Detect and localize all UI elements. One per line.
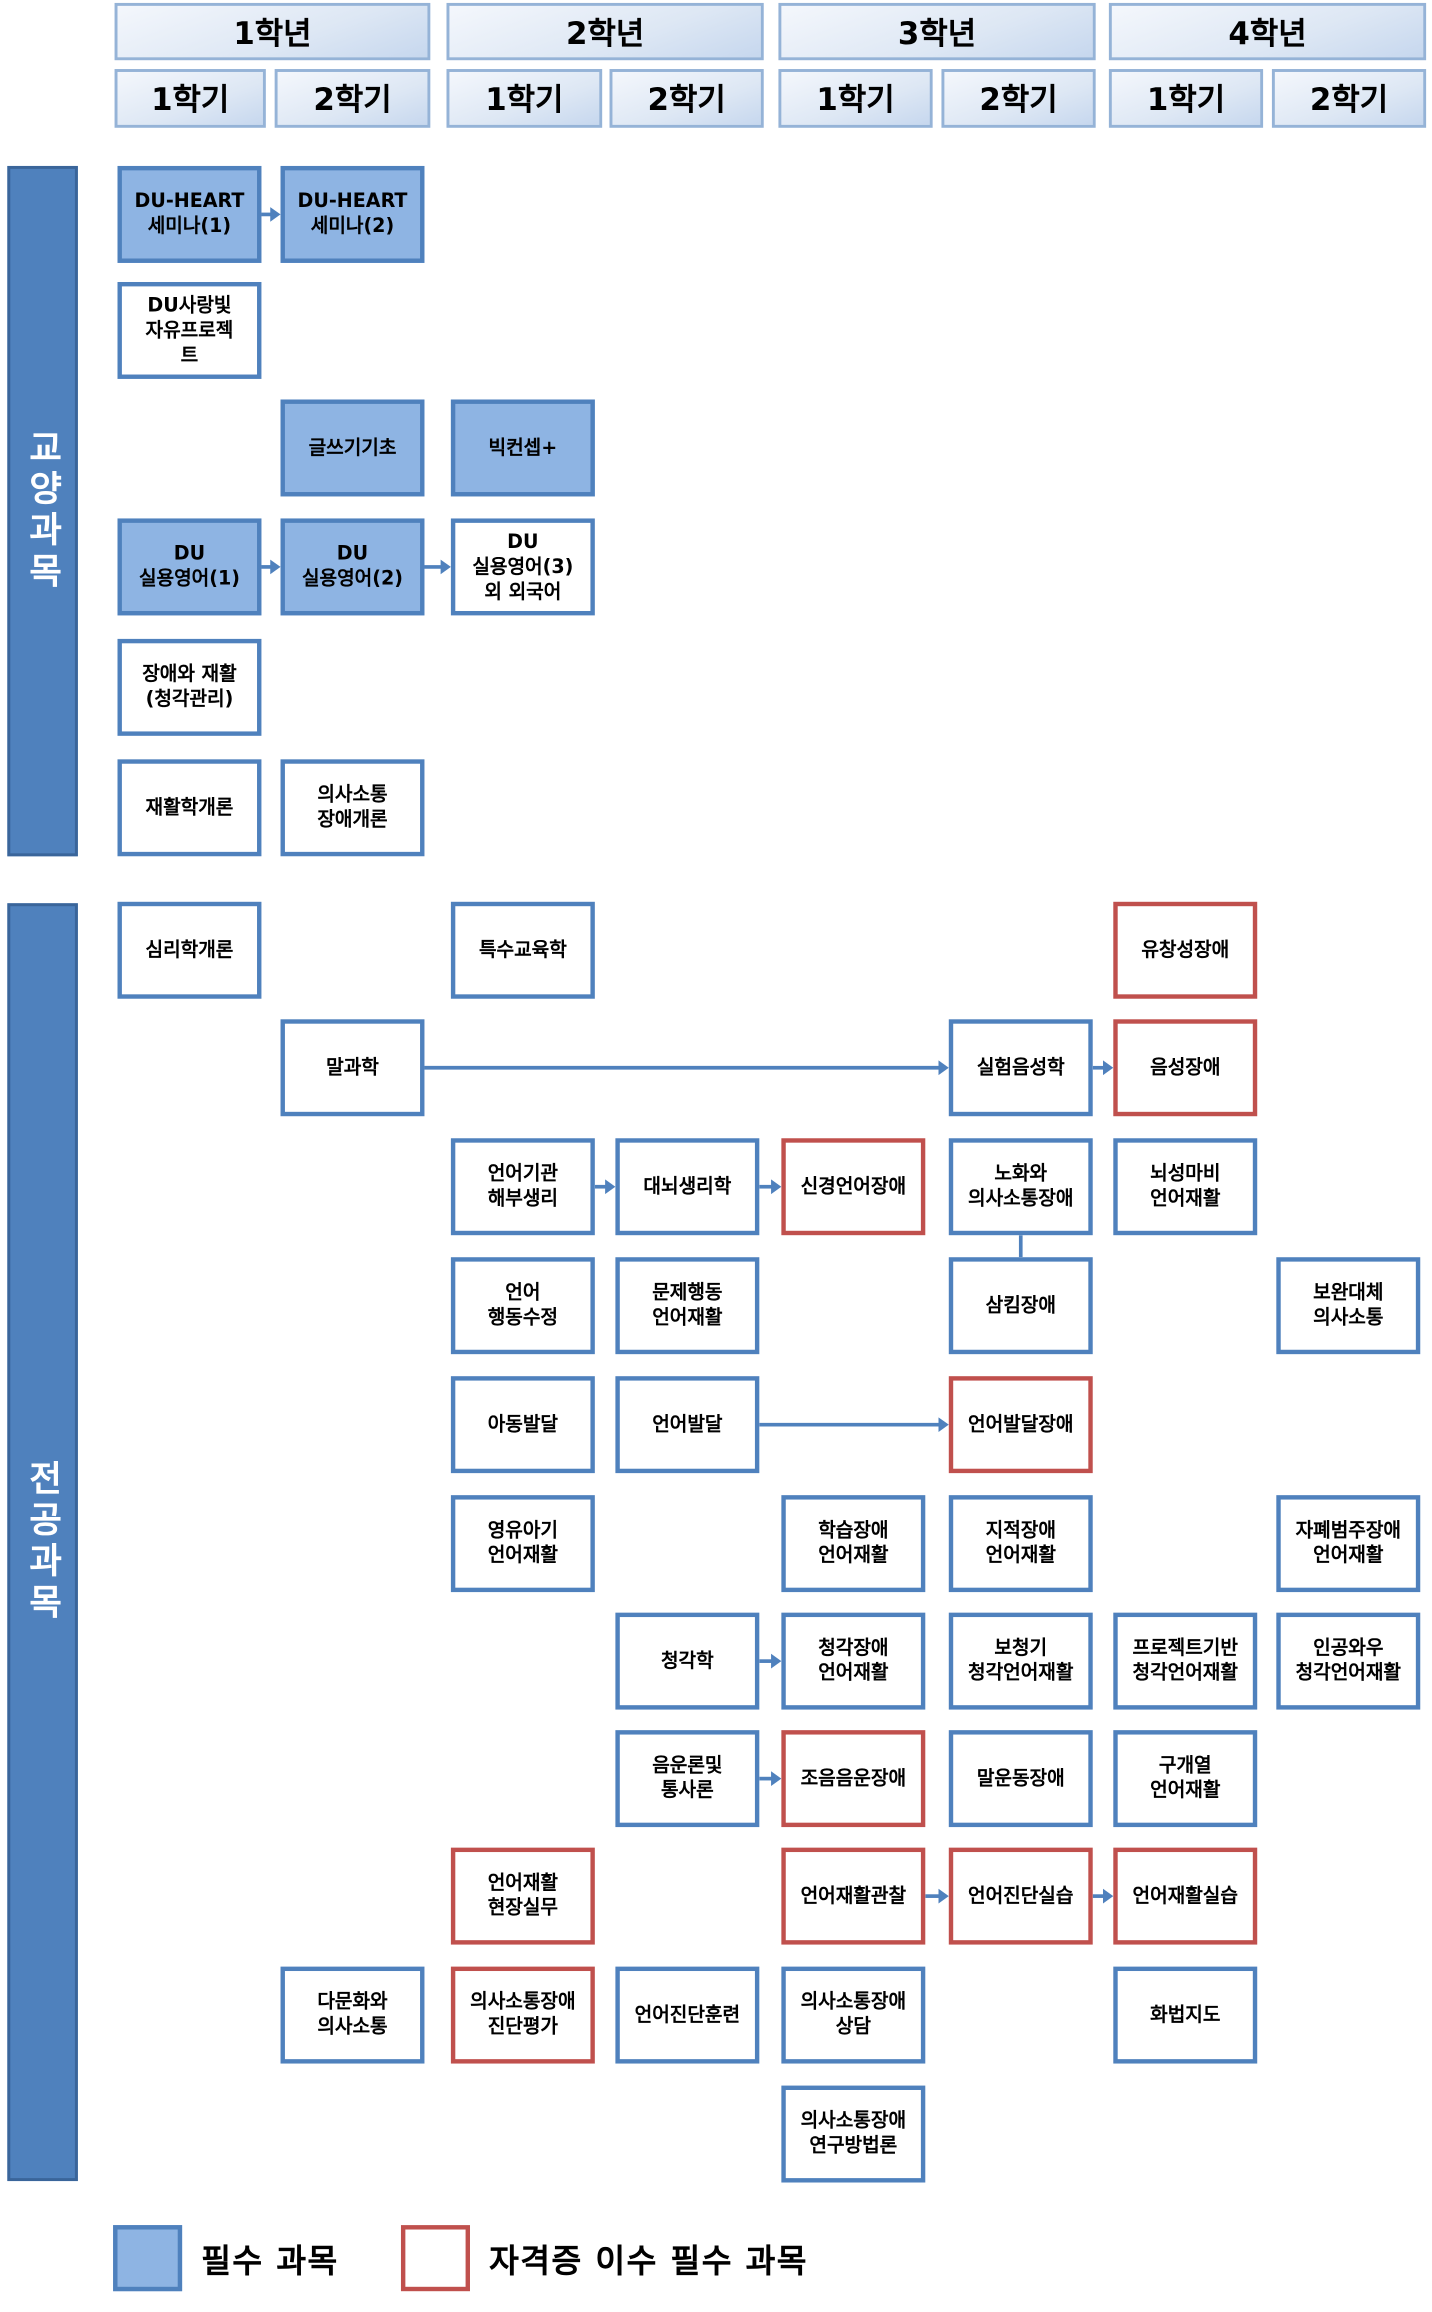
course-box: 특수교육학: [450, 901, 595, 999]
course-box: 언어 행동수정: [450, 1257, 595, 1355]
arrowhead-icon: [270, 207, 281, 222]
course-box: 언어발달장애: [948, 1376, 1093, 1474]
course-box: 재활학개론: [117, 759, 262, 857]
course-box: 영유아기 언어재활: [450, 1495, 595, 1593]
course-box: 프로젝트기반 청각언어재활: [1113, 1612, 1258, 1710]
semester-header: 2학기: [274, 69, 431, 128]
course-box: DU 실용영어(3) 외 외국어: [450, 518, 595, 616]
course-box: 의사소통장애 상담: [781, 1966, 926, 2064]
course-box: DU-HEART 세미나(1): [117, 165, 262, 263]
course-box: 심리학개론: [117, 901, 262, 999]
course-box: 말과학: [280, 1019, 425, 1117]
legend-certificate-label: 자격증 이수 필수 과목: [489, 2244, 809, 2281]
course-box: 언어재활실습: [1113, 1847, 1258, 1945]
category-major: 전공과목: [7, 903, 78, 2182]
course-box: 구개열 언어재활: [1113, 1730, 1258, 1828]
course-box: 글쓰기기초: [280, 399, 425, 497]
course-box: 의사소통장애 진단평가: [450, 1966, 595, 2064]
course-box: 의사소통장애 연구방법론: [781, 2085, 926, 2183]
legend-certificate-swatch: [400, 2225, 470, 2292]
legend-required-label: 필수 과목: [201, 2244, 339, 2281]
course-box: 언어기관 해부생리: [450, 1138, 595, 1236]
course-box: 신경언어장애: [781, 1138, 926, 1236]
course-box: 청각장애 언어재활: [781, 1612, 926, 1710]
course-box: 장애와 재활 (청각관리): [117, 638, 262, 736]
course-box: 말운동장애: [948, 1730, 1093, 1828]
course-box: 노화와 의사소통장애: [948, 1138, 1093, 1236]
course-box: 보완대체 의사소통: [1276, 1257, 1421, 1355]
year-header-1: 1학년: [114, 2, 431, 61]
arrowhead-icon: [440, 559, 451, 575]
year-header-4: 4학년: [1108, 2, 1427, 61]
course-box: 음성장애: [1113, 1019, 1258, 1117]
year-header-3: 3학년: [778, 2, 1096, 61]
course-box: 대뇌생리학: [615, 1138, 760, 1236]
arrowhead-icon: [938, 1888, 949, 1904]
legend-required-swatch: [113, 2225, 183, 2292]
course-box: DU 실용영어(2): [280, 518, 425, 616]
category-liberal-arts: 교양과목: [7, 165, 78, 857]
arrowhead-icon: [1103, 1888, 1114, 1904]
course-box: 언어발달: [615, 1376, 760, 1474]
course-box: 청각학: [615, 1612, 760, 1710]
arrowhead-icon: [771, 1771, 782, 1786]
semester-header: 2학기: [1271, 69, 1427, 128]
arrowhead-icon: [938, 1417, 949, 1433]
semester-header: 1학기: [446, 69, 603, 128]
course-box: 빅컨셉+: [450, 399, 595, 497]
course-box: 언어진단훈련: [615, 1966, 760, 2064]
arrowhead-icon: [938, 1060, 949, 1076]
course-box: DU사랑빛 자유프로젝 트: [117, 281, 262, 379]
semester-header: 2학기: [609, 69, 764, 128]
course-box: 문제행동 언어재활: [615, 1257, 760, 1355]
semester-header: 2학기: [941, 69, 1096, 128]
course-box: 다문화와 의사소통: [280, 1966, 425, 2064]
course-box: 삼킴장애: [948, 1257, 1093, 1355]
course-box: 조음음운장애: [781, 1730, 926, 1828]
course-box: 언어재활 현장실무: [450, 1847, 595, 1945]
course-box: 뇌성마비 언어재활: [1113, 1138, 1258, 1236]
course-box: 자폐범주장애 언어재활: [1276, 1495, 1421, 1593]
course-box: DU-HEART 세미나(2): [280, 165, 425, 263]
course-box: 음운론및 통사론: [615, 1730, 760, 1828]
course-box: 보청기 청각언어재활: [948, 1612, 1093, 1710]
course-box: 유창성장애: [1113, 901, 1258, 999]
course-box: 실험음성학: [948, 1019, 1093, 1117]
course-box: 화법지도: [1113, 1966, 1258, 2064]
arrowhead-icon: [1103, 1060, 1114, 1076]
arrowhead-icon: [605, 1179, 616, 1195]
semester-header: 1학기: [1108, 69, 1264, 128]
semester-header: 1학기: [778, 69, 933, 128]
course-box: 언어진단실습: [948, 1847, 1093, 1945]
arrowhead-icon: [771, 1179, 782, 1195]
course-box: 지적장애 언어재활: [948, 1495, 1093, 1593]
course-box: 아동발달: [450, 1376, 595, 1474]
course-box: 인공와우 청각언어재활: [1276, 1612, 1421, 1710]
course-box: 언어재활관찰: [781, 1847, 926, 1945]
course-box: 학습장애 언어재활: [781, 1495, 926, 1593]
course-box: DU 실용영어(1): [117, 518, 262, 616]
arrowhead-icon: [270, 559, 281, 575]
semester-header: 1학기: [114, 69, 266, 128]
arrowhead-icon: [771, 1653, 782, 1669]
course-box: 의사소통 장애개론: [280, 759, 425, 857]
year-header-2: 2학년: [446, 2, 764, 61]
